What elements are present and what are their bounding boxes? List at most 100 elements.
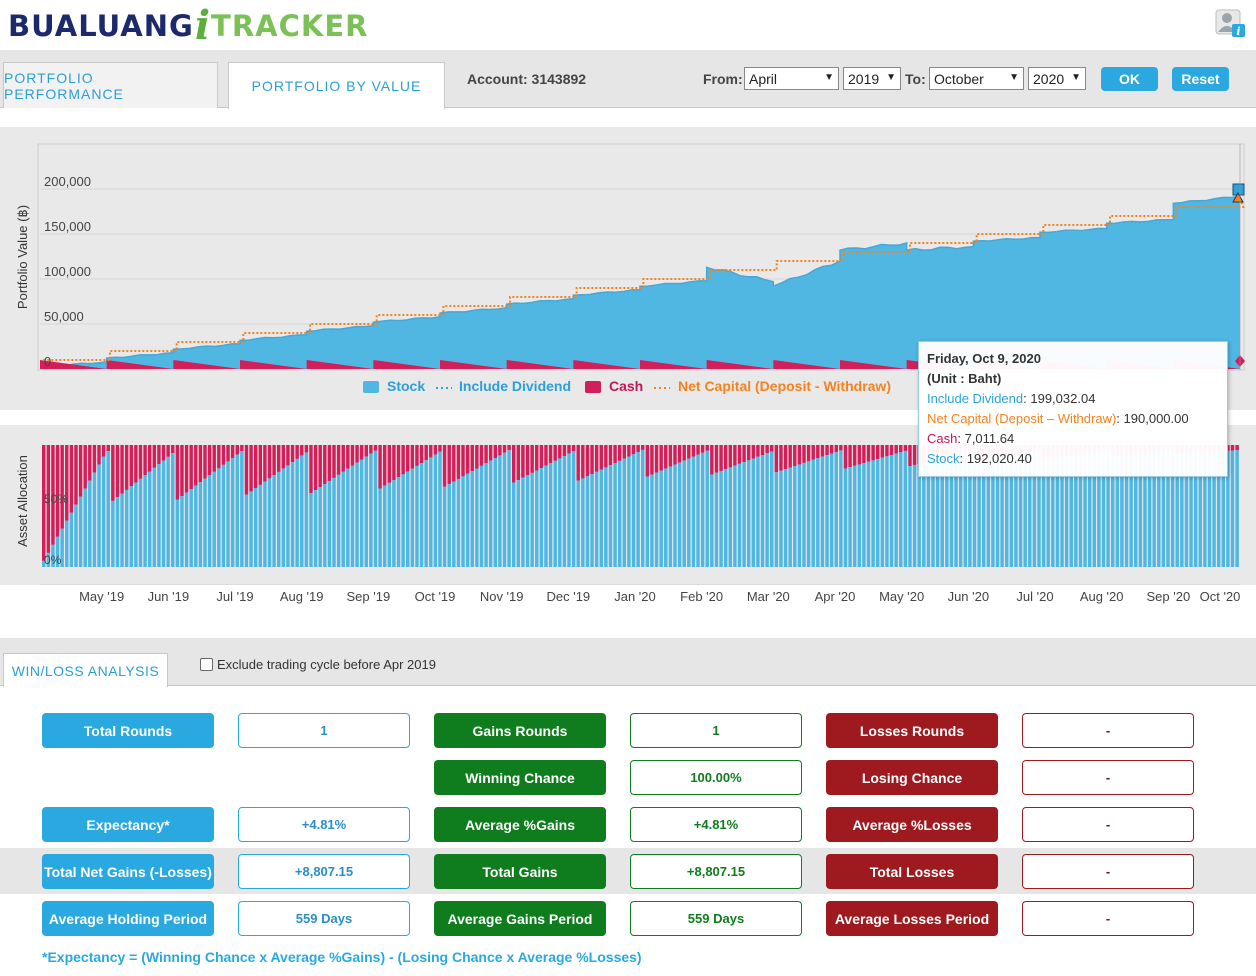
from-month-select[interactable]: April ▼: [744, 67, 839, 90]
cash-allocation-bar[interactable]: [226, 445, 230, 462]
cash-allocation-bar[interactable]: [55, 445, 60, 537]
cash-allocation-bar[interactable]: [92, 445, 97, 473]
stock-allocation-bar[interactable]: [295, 458, 299, 567]
cash-allocation-bar[interactable]: [336, 445, 341, 475]
cash-allocation-bar[interactable]: [318, 445, 322, 488]
cash-allocation-bar[interactable]: [194, 445, 198, 486]
stock-allocation-bar[interactable]: [558, 458, 562, 567]
cash-allocation-bar[interactable]: [203, 445, 207, 479]
stock-allocation-bar[interactable]: [585, 476, 590, 567]
stock-allocation-bar[interactable]: [1028, 452, 1032, 567]
cash-allocation-bar[interactable]: [834, 445, 838, 452]
stock-allocation-bar[interactable]: [124, 489, 129, 567]
stock-allocation-bar[interactable]: [912, 464, 917, 567]
stock-allocation-bar[interactable]: [180, 496, 184, 567]
cash-allocation-bar[interactable]: [636, 445, 640, 453]
cash-allocation-bar[interactable]: [290, 445, 295, 463]
cash-allocation-bar[interactable]: [585, 445, 590, 477]
stock-allocation-bar[interactable]: [931, 460, 935, 567]
stock-allocation-bar[interactable]: [309, 493, 313, 567]
cash-allocation-bar[interactable]: [908, 445, 912, 467]
cash-allocation-bar[interactable]: [548, 445, 553, 464]
stock-allocation-bar[interactable]: [687, 458, 691, 567]
stock-allocation-bar[interactable]: [378, 488, 382, 567]
stock-allocation-bar[interactable]: [1115, 456, 1120, 567]
stock-allocation-bar[interactable]: [544, 465, 548, 567]
stock-allocation-bar[interactable]: [576, 480, 580, 567]
cash-allocation-bar[interactable]: [147, 445, 152, 472]
stock-allocation-bar[interactable]: [1166, 450, 1170, 567]
stock-allocation-bar[interactable]: [1092, 452, 1097, 567]
stock-allocation-bar[interactable]: [664, 468, 668, 567]
stock-allocation-bar[interactable]: [1180, 454, 1184, 567]
cash-allocation-bar[interactable]: [69, 445, 74, 513]
stock-allocation-bar[interactable]: [922, 462, 926, 567]
cash-allocation-bar[interactable]: [161, 445, 166, 461]
cash-allocation-bar[interactable]: [364, 445, 368, 457]
cash-allocation-bar[interactable]: [751, 445, 756, 459]
stock-allocation-bar[interactable]: [276, 471, 281, 567]
cash-allocation-bar[interactable]: [885, 445, 889, 457]
stock-allocation-bar[interactable]: [1193, 453, 1198, 567]
cash-allocation-bar[interactable]: [78, 445, 83, 497]
stock-allocation-bar[interactable]: [843, 468, 848, 567]
cash-allocation-bar[interactable]: [484, 445, 488, 464]
cash-allocation-bar[interactable]: [770, 445, 774, 452]
stock-allocation-bar[interactable]: [977, 462, 981, 567]
stock-allocation-bar[interactable]: [733, 465, 737, 567]
cash-allocation-bar[interactable]: [558, 445, 562, 459]
cash-allocation-bar[interactable]: [253, 445, 258, 489]
cash-allocation-bar[interactable]: [217, 445, 221, 469]
stock-allocation-bar[interactable]: [1000, 457, 1004, 567]
stock-allocation-bar[interactable]: [1161, 451, 1166, 567]
cash-allocation-bar[interactable]: [521, 445, 525, 478]
stock-allocation-bar[interactable]: [488, 460, 493, 567]
cash-allocation-bar[interactable]: [848, 445, 852, 468]
stock-allocation-bar[interactable]: [816, 458, 820, 567]
stock-allocation-bar[interactable]: [1051, 458, 1055, 567]
stock-allocation-bar[interactable]: [594, 471, 599, 567]
cash-allocation-bar[interactable]: [46, 445, 51, 553]
cash-area-segment[interactable]: [106, 360, 174, 369]
cash-allocation-bar[interactable]: [74, 445, 78, 505]
stock-allocation-bar[interactable]: [742, 462, 746, 567]
cash-allocation-bar[interactable]: [369, 445, 373, 454]
cash-allocation-bar[interactable]: [410, 445, 415, 469]
stock-allocation-bar[interactable]: [571, 451, 576, 567]
cash-allocation-bar[interactable]: [594, 445, 599, 472]
cash-allocation-bar[interactable]: [392, 445, 396, 481]
stock-allocation-bar[interactable]: [889, 454, 894, 567]
cash-allocation-bar[interactable]: [719, 445, 723, 471]
cash-allocation-bar[interactable]: [120, 445, 124, 494]
cash-allocation-bar[interactable]: [507, 445, 511, 451]
stock-allocation-bar[interactable]: [525, 475, 530, 567]
cash-allocation-bar[interactable]: [645, 445, 650, 477]
stock-allocation-bar[interactable]: [1198, 452, 1202, 567]
stock-allocation-bar[interactable]: [917, 463, 921, 567]
stock-allocation-bar[interactable]: [382, 485, 387, 567]
stock-allocation-bar[interactable]: [129, 486, 134, 567]
stock-allocation-bar[interactable]: [88, 480, 92, 567]
stock-allocation-bar[interactable]: [806, 461, 811, 567]
cash-area-segment[interactable]: [840, 360, 907, 369]
cash-allocation-bar[interactable]: [631, 445, 636, 455]
cash-allocation-bar[interactable]: [60, 445, 64, 529]
cash-allocation-bar[interactable]: [373, 445, 378, 451]
cash-allocation-bar[interactable]: [276, 445, 281, 472]
cash-allocation-bar[interactable]: [465, 445, 470, 474]
cash-allocation-bar[interactable]: [889, 445, 894, 455]
stock-allocation-bar[interactable]: [479, 465, 484, 567]
stock-allocation-bar[interactable]: [622, 458, 627, 567]
stock-allocation-bar[interactable]: [825, 455, 829, 567]
stock-allocation-bar[interactable]: [359, 459, 364, 567]
legend-include-dividend[interactable]: Include Dividend: [436, 378, 571, 394]
cash-allocation-bar[interactable]: [811, 445, 815, 460]
stock-allocation-bar[interactable]: [304, 452, 309, 567]
stock-allocation-bar[interactable]: [396, 477, 401, 567]
stock-allocation-bar[interactable]: [373, 450, 378, 567]
cash-allocation-bar[interactable]: [387, 445, 392, 483]
cash-allocation-bar[interactable]: [1235, 445, 1239, 451]
cash-allocation-bar[interactable]: [673, 445, 677, 465]
cash-allocation-bar[interactable]: [355, 445, 359, 463]
asset-allocation-chart[interactable]: Asset Allocation 50% 0%: [0, 425, 1256, 585]
